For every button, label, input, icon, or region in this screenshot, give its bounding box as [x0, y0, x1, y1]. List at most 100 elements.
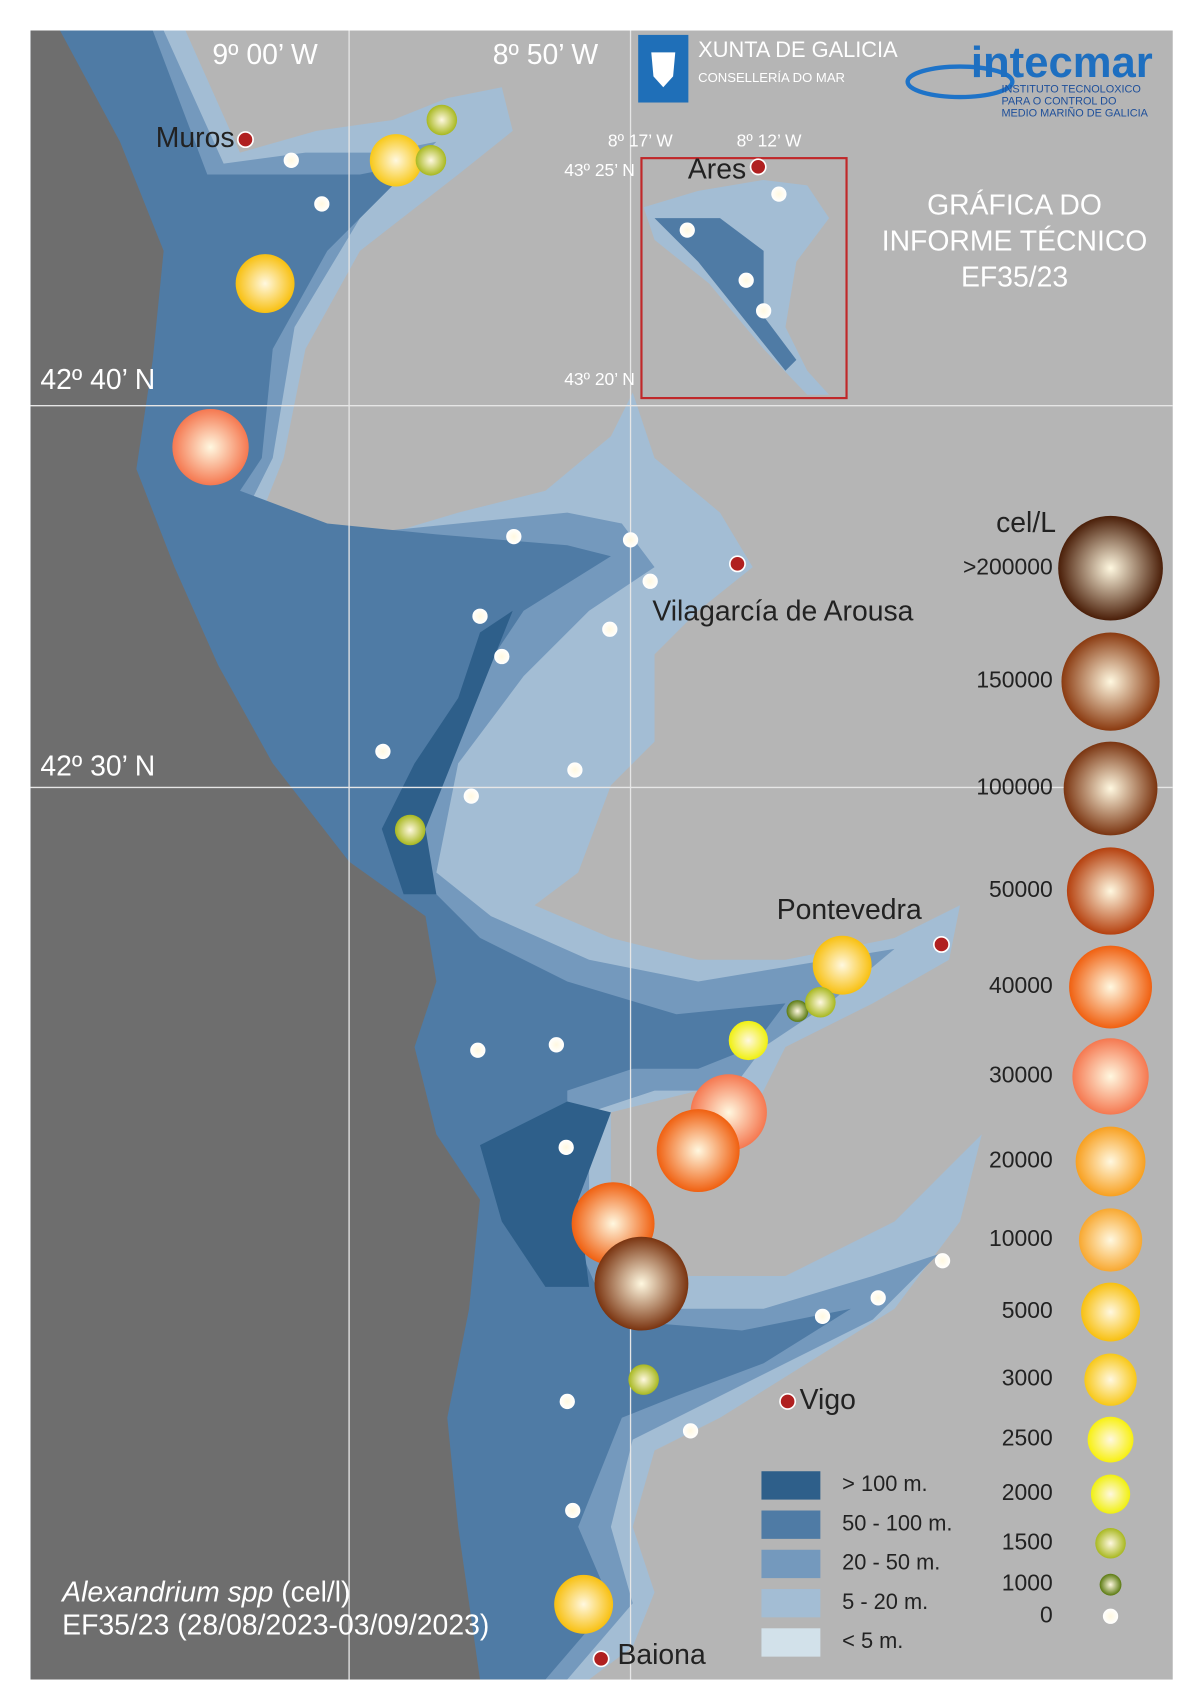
sample-point	[559, 1393, 575, 1410]
xunta-logo: XUNTA DE GALICIA CONSELLERÍA DO MAR	[638, 34, 898, 103]
sample-point	[426, 104, 458, 136]
inset-water	[654, 218, 797, 371]
inset-frame	[640, 157, 848, 400]
legend-symbol	[1084, 1353, 1137, 1406]
sample-point	[679, 222, 695, 238]
sample-point	[565, 1502, 581, 1519]
depth-swatch	[761, 1510, 821, 1539]
intecmar-subtitle: PARA O CONTROL DO	[1001, 95, 1116, 107]
sample-point	[805, 987, 836, 1018]
intecmar-wave	[905, 64, 1015, 100]
sample-point	[602, 621, 618, 637]
sample-point	[682, 1423, 699, 1439]
sample-point	[548, 1037, 564, 1053]
legend-label: 1000	[1002, 1570, 1053, 1596]
sample-point	[738, 272, 754, 288]
xunta-emblem	[651, 52, 676, 88]
depth-label: < 5 m.	[842, 1628, 903, 1653]
town-marker	[592, 1650, 610, 1668]
lat-label: 42º 30’ N	[40, 750, 155, 782]
report-title: GRÁFICA DO	[927, 190, 1102, 222]
legend-symbol	[1095, 1527, 1126, 1559]
sample-point	[369, 134, 423, 187]
intecmar-subtitle: INSTITUTO TECNOLOXICO	[1001, 83, 1140, 95]
place-label: Pontevedra	[777, 894, 922, 926]
town-marker	[749, 158, 767, 176]
legend-label: >200000	[963, 553, 1053, 579]
sample-point	[463, 788, 479, 804]
legend-symbol	[1072, 1038, 1149, 1115]
sample-point	[656, 1109, 740, 1193]
legend-symbol	[1061, 632, 1160, 731]
depth-label: 50 - 100 m.	[842, 1510, 952, 1535]
inset-lon-label: 8º 12’ W	[737, 130, 802, 150]
depth-swatch	[761, 1589, 821, 1618]
sample-point	[314, 196, 330, 212]
depth-label: > 100 m.	[842, 1471, 927, 1496]
very-deep-water	[381, 610, 611, 1287]
concentration-legend: >200000150000100000500004000030000200001…	[963, 515, 1163, 1627]
inset-lon-label: 8º 17’ W	[608, 130, 673, 150]
legend-symbol	[1069, 945, 1152, 1029]
sample-point	[172, 408, 249, 486]
legend-label: 10000	[989, 1225, 1053, 1251]
sample-point	[394, 814, 426, 846]
depth-label: 5 - 20 m.	[842, 1589, 928, 1614]
inset-lat-label: 43º 20’ N	[564, 369, 635, 389]
depth-swatch	[761, 1549, 821, 1579]
legend-label: 2000	[1002, 1479, 1053, 1505]
place-label: Baiona	[617, 1639, 706, 1671]
legend-symbol	[1063, 741, 1158, 836]
sample-point	[622, 532, 639, 548]
caption: Alexandrium spp (cel/l)	[60, 1577, 350, 1609]
town-marker	[728, 555, 746, 573]
town-marker	[932, 936, 950, 953]
sample-point	[628, 1364, 659, 1395]
legend-symbol	[1066, 847, 1155, 935]
sample-point	[470, 1042, 486, 1058]
legend-label: 30000	[989, 1061, 1053, 1087]
places: Muros Ares Vilagarcía de Arousa Ponteved…	[156, 122, 950, 1671]
sample-point	[934, 1253, 951, 1269]
open-sea	[30, 30, 481, 1680]
legend-symbol	[1075, 1126, 1146, 1197]
depth-label: 20 - 50 m.	[842, 1550, 940, 1575]
sample-point	[786, 1000, 809, 1022]
town-marker	[779, 1392, 797, 1410]
xunta-subtitle: CONSELLERÍA DO MAR	[698, 70, 845, 85]
place-label: Muros	[156, 122, 235, 154]
sample-point	[870, 1290, 886, 1306]
sample-point	[642, 573, 658, 589]
sample-point	[415, 145, 447, 176]
intecmar-name: intecmar	[971, 39, 1153, 87]
sample-point	[812, 935, 872, 995]
place-label: Vigo	[800, 1384, 856, 1416]
legend-symbol	[1087, 1416, 1134, 1463]
sample-point	[567, 762, 583, 778]
species: Alexandrium spp	[60, 1577, 273, 1609]
place-label: Ares	[688, 154, 746, 186]
legend-symbol	[1078, 1208, 1143, 1272]
legend-symbol	[1099, 1573, 1122, 1596]
sample-point	[283, 152, 299, 168]
sample-point	[375, 743, 391, 760]
lon-label: 9º 00’ W	[212, 39, 318, 71]
legend-label: 150000	[976, 667, 1052, 693]
caption-period: EF35/23 (28/08/2023-03/09/2023)	[62, 1610, 489, 1642]
lon-label: 8º 50’ W	[493, 39, 599, 71]
xunta-name: XUNTA DE GALICIA	[698, 37, 898, 62]
inset-lat-label: 43º 25’ N	[564, 160, 635, 180]
sample-point	[594, 1236, 689, 1331]
sample-point	[771, 186, 787, 202]
samples	[172, 104, 951, 1634]
legend-label: 40000	[989, 972, 1053, 998]
sample-point	[728, 1020, 768, 1061]
legend-label: 100000	[976, 774, 1052, 800]
lat-label: 42º 40’ N	[40, 364, 155, 396]
sample-point	[494, 648, 510, 665]
place-label: Vilagarcía de Arousa	[652, 595, 913, 627]
legend-label: 2500	[1002, 1425, 1053, 1451]
legend-symbol	[1090, 1474, 1131, 1514]
